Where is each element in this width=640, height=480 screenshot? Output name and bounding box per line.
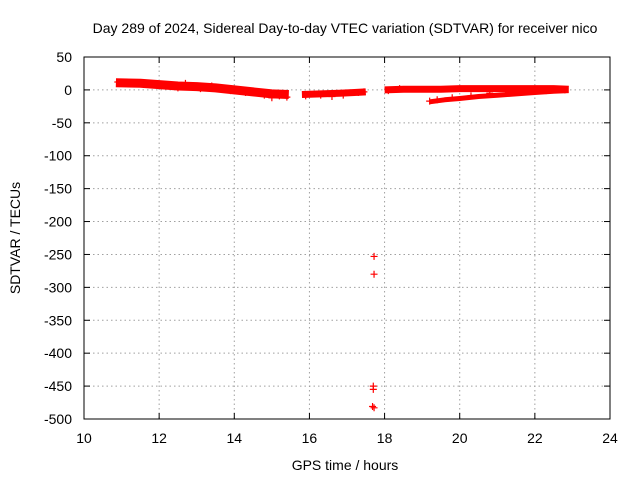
series-0-point-21 — [370, 270, 378, 278]
series-0-point-4 — [174, 84, 182, 92]
series-0-band-2 — [384, 85, 569, 94]
x-tick-label-4: 18 — [377, 430, 393, 446]
y-tick-label-8: -350 — [44, 312, 72, 328]
series-0-point-36 — [561, 86, 569, 94]
series-0-point-27 — [396, 85, 404, 93]
x-tick-label-6: 22 — [527, 430, 543, 446]
x-tick-label-0: 10 — [76, 430, 92, 446]
x-tick-label-3: 16 — [302, 430, 318, 446]
axis-ticks — [83, 56, 611, 420]
y-tick-label-6: -250 — [44, 246, 72, 262]
y-tick-label-10: -450 — [44, 378, 72, 394]
series-0-point-32 — [486, 89, 494, 97]
series-0-point-28 — [426, 97, 434, 105]
x-axis-label: GPS time / hours — [292, 457, 399, 473]
series-0-point-8 — [227, 87, 235, 95]
plot-frame — [83, 56, 611, 420]
series-0-point-5 — [181, 79, 189, 87]
series-0-point-34 — [523, 87, 531, 95]
y-axis-label: SDTVAR / TECUs — [7, 182, 23, 294]
series-0-point-1 — [125, 79, 133, 87]
x-tick-labels: 10 12 14 16 18 20 22 24 — [76, 430, 618, 446]
series-0-point-20 — [370, 252, 378, 260]
series-0-point-19 — [360, 88, 368, 96]
grid — [84, 57, 610, 419]
y-tick-labels: 50 0 -50 -100 -150 -200 -250 -300 -350 -400 -450 -5… — [44, 49, 72, 427]
x-tick-label-5: 20 — [452, 430, 468, 446]
series-0-point-25 — [370, 404, 378, 412]
series-0-point-33 — [505, 89, 513, 97]
series-0-point-35 — [542, 87, 550, 95]
series-0-point-15 — [317, 91, 325, 99]
series-0-point-6 — [196, 85, 204, 93]
y-tick-label-3: -100 — [44, 148, 72, 164]
y-tick-label-0: 50 — [56, 49, 72, 65]
series-0-band-3 — [429, 88, 569, 105]
x-tick-label-1: 12 — [151, 430, 167, 446]
series-0-point-23 — [369, 385, 377, 393]
y-tick-label-5: -200 — [44, 214, 72, 230]
y-tick-label-1: 0 — [64, 82, 72, 98]
data-layer — [114, 78, 569, 412]
x-tick-label-7: 24 — [602, 430, 618, 446]
y-tick-label-4: -150 — [44, 181, 72, 197]
series-0-point-18 — [354, 89, 362, 97]
y-tick-label-11: -500 — [44, 411, 72, 427]
series-0-point-7 — [208, 82, 216, 90]
series-0-point-30 — [448, 94, 456, 102]
chart-title: Day 289 of 2024, Sidereal Day-to-day VTE… — [93, 20, 598, 36]
series-0-point-13 — [283, 93, 291, 101]
y-tick-label-2: -50 — [52, 115, 72, 131]
series-0-point-9 — [242, 89, 250, 97]
y-tick-label-7: -300 — [44, 279, 72, 295]
series-0-point-24 — [369, 402, 377, 410]
series-0-point-17 — [339, 91, 347, 99]
series-0-point-3 — [163, 82, 171, 90]
series-0-point-0 — [114, 78, 122, 86]
series-0-point-12 — [275, 92, 283, 100]
series-0-point-14 — [302, 92, 310, 100]
series-0-point-16 — [328, 92, 336, 100]
y-tick-label-9: -400 — [44, 345, 72, 361]
series-0-point-26 — [384, 87, 392, 95]
series-0-point-2 — [148, 80, 156, 88]
series-0-point-29 — [433, 96, 441, 104]
series-0-point-10 — [260, 91, 268, 99]
x-tick-label-2: 14 — [226, 430, 242, 446]
series-0-point-11 — [268, 94, 276, 102]
series-0-point-31 — [467, 92, 475, 100]
